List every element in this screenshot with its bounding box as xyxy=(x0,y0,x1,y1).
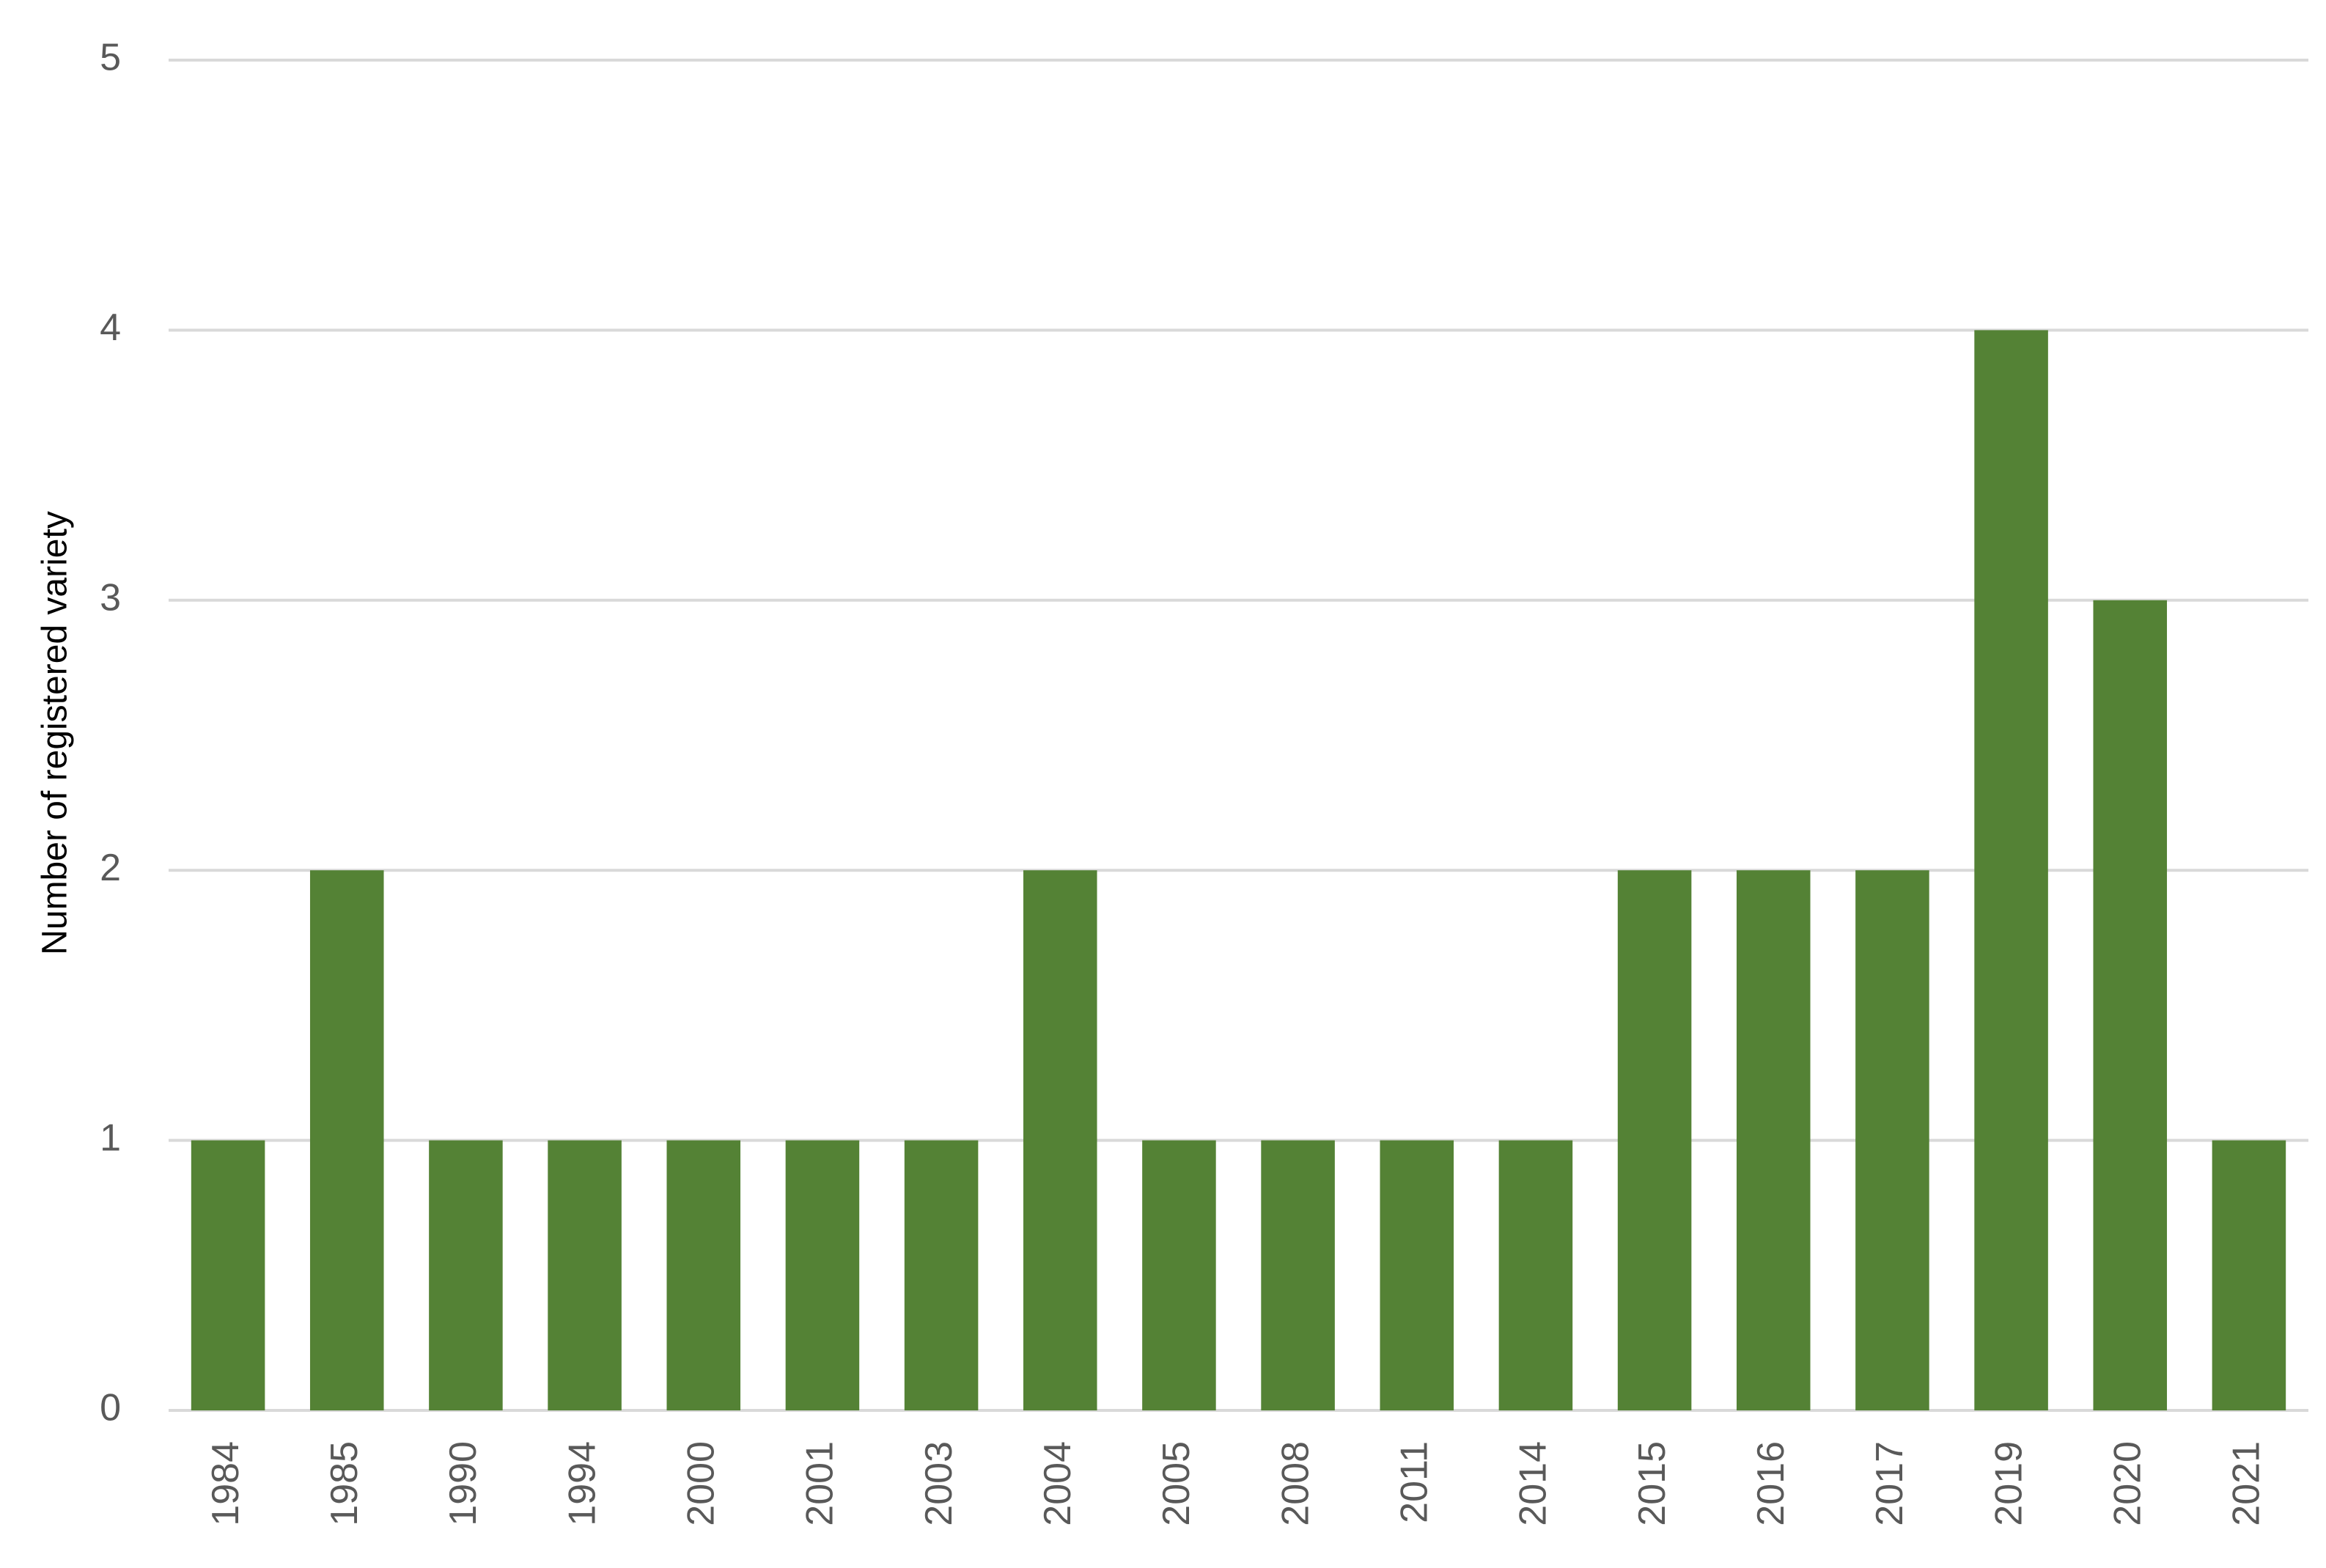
y-tick-label: 1 xyxy=(100,1116,121,1159)
x-tick-label: 2004 xyxy=(1037,1441,1079,1526)
bar xyxy=(1498,1140,1573,1410)
x-tick-label: 2021 xyxy=(2226,1441,2268,1526)
bar xyxy=(1974,330,2048,1410)
bar xyxy=(666,1140,741,1410)
bar xyxy=(548,1140,622,1410)
y-tick-label: 4 xyxy=(100,306,121,349)
x-tick-label: 2016 xyxy=(1750,1441,1792,1526)
bar xyxy=(2093,600,2168,1410)
x-tick-label: 1990 xyxy=(442,1441,485,1526)
x-tick-label: 1984 xyxy=(205,1441,247,1526)
bar xyxy=(1855,870,1929,1410)
x-tick-label: 2019 xyxy=(1987,1441,2030,1526)
x-tick-label: 2017 xyxy=(1869,1441,1911,1526)
bar xyxy=(785,1140,860,1410)
bar xyxy=(1380,1140,1454,1410)
bar xyxy=(904,1140,979,1410)
bar xyxy=(1617,870,1692,1410)
x-tick-label: 2005 xyxy=(1155,1441,1198,1526)
x-tick-label: 2000 xyxy=(680,1441,722,1526)
x-tick-label: 2003 xyxy=(918,1441,960,1526)
bar xyxy=(1142,1140,1216,1410)
y-axis-title: Number of registered variety xyxy=(36,511,75,955)
y-tick-label: 2 xyxy=(100,847,121,889)
bar xyxy=(429,1140,503,1410)
x-tick-label: 2015 xyxy=(1631,1441,1674,1526)
bar xyxy=(309,870,384,1410)
bar xyxy=(1261,1140,1335,1410)
bar xyxy=(2212,1140,2286,1410)
bar xyxy=(1736,870,1811,1410)
y-tick-label: 0 xyxy=(100,1387,121,1429)
bar xyxy=(191,1140,265,1410)
x-tick-label: 2020 xyxy=(2106,1441,2149,1526)
x-tick-label: 2014 xyxy=(1512,1441,1555,1526)
y-tick-label: 5 xyxy=(100,37,121,79)
bar xyxy=(1023,870,1097,1410)
x-tick-label: 1994 xyxy=(561,1441,603,1526)
x-tick-label: 2011 xyxy=(1393,1441,1435,1523)
y-tick-label: 3 xyxy=(100,577,121,619)
x-tick-label: 2008 xyxy=(1274,1441,1317,1526)
x-tick-label: 1985 xyxy=(323,1441,366,1526)
x-tick-label: 2001 xyxy=(799,1441,842,1526)
